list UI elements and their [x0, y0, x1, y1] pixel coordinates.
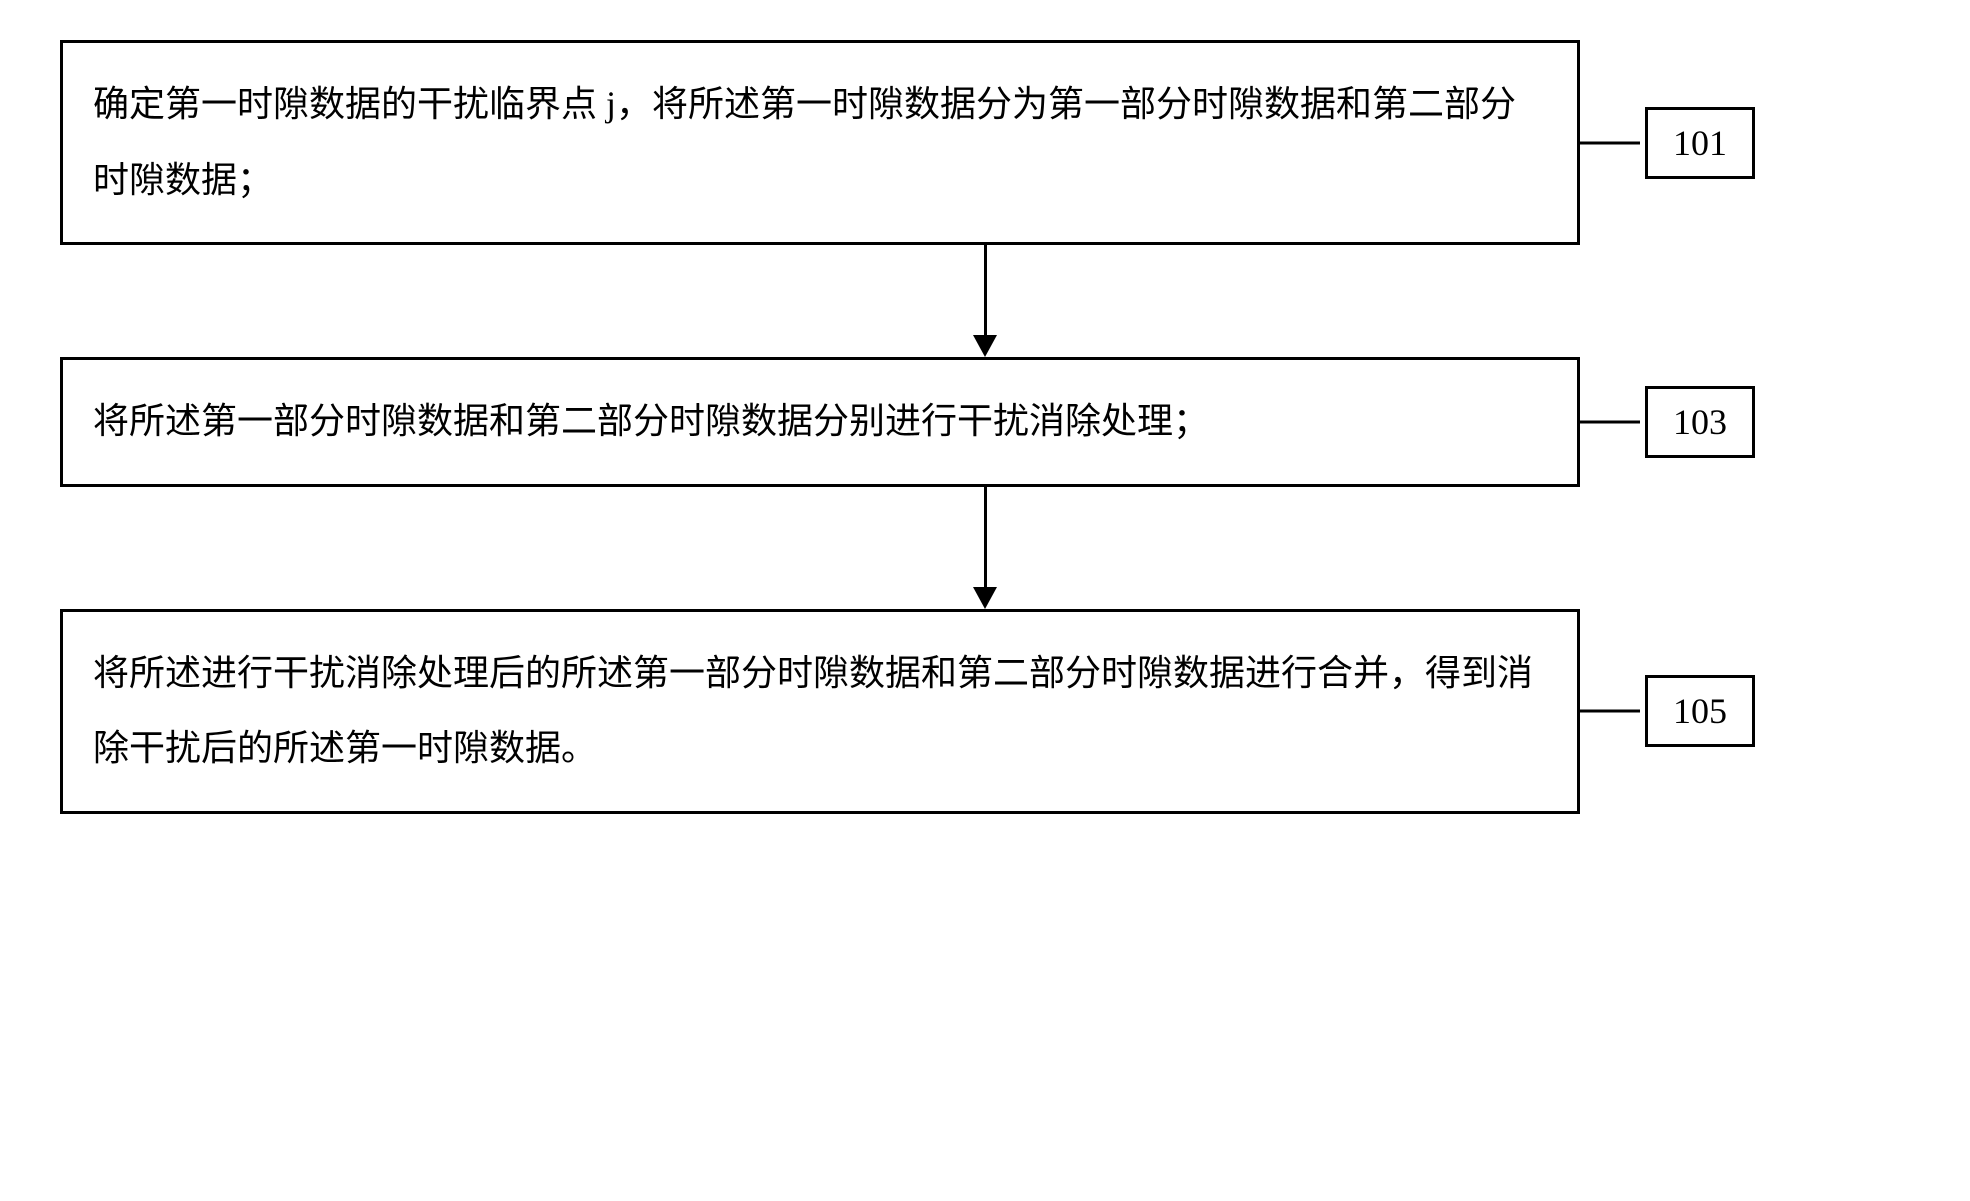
flow-step-text: 将所述进行干扰消除处理后的所述第一部分时隙数据和第二部分时隙数据进行合并，得到消… [93, 653, 1533, 769]
step-label: 101 [1673, 123, 1727, 163]
flow-step-row: 将所述进行干扰消除处理后的所述第一部分时隙数据和第二部分时隙数据进行合并，得到消… [60, 609, 1910, 814]
label-connector: 105 [1580, 675, 1760, 747]
step-label-box: 101 [1645, 107, 1755, 179]
arrow-head-icon [973, 335, 997, 357]
label-connector: 103 [1580, 386, 1760, 458]
arrow-shaft [984, 487, 987, 587]
flow-step-text: 确定第一时隙数据的干扰临界点 j，将所述第一时隙数据分为第一部分时隙数据和第二部… [93, 84, 1516, 200]
flow-step-box: 确定第一时隙数据的干扰临界点 j，将所述第一时隙数据分为第一部分时隙数据和第二部… [60, 40, 1580, 245]
connector-line [1580, 141, 1640, 144]
arrow-shaft [984, 245, 987, 335]
flow-step-box: 将所述第一部分时隙数据和第二部分时隙数据分别进行干扰消除处理； [60, 357, 1580, 487]
flowchart-container: 确定第一时隙数据的干扰临界点 j，将所述第一时隙数据分为第一部分时隙数据和第二部… [60, 40, 1910, 814]
label-connector: 101 [1580, 107, 1760, 179]
connector-line [1580, 710, 1640, 713]
flow-step-row: 将所述第一部分时隙数据和第二部分时隙数据分别进行干扰消除处理； 103 [60, 357, 1910, 487]
arrow-head-icon [973, 587, 997, 609]
step-label-box: 103 [1645, 386, 1755, 458]
flow-step-text: 将所述第一部分时隙数据和第二部分时隙数据分别进行干扰消除处理； [93, 401, 1209, 441]
connector-line [1580, 420, 1640, 423]
flow-step-row: 确定第一时隙数据的干扰临界点 j，将所述第一时隙数据分为第一部分时隙数据和第二部… [60, 40, 1910, 245]
flow-step-box: 将所述进行干扰消除处理后的所述第一部分时隙数据和第二部分时隙数据进行合并，得到消… [60, 609, 1580, 814]
step-label-box: 105 [1645, 675, 1755, 747]
flow-arrow [225, 245, 1745, 357]
step-label: 103 [1673, 402, 1727, 442]
flow-arrow [225, 487, 1745, 609]
step-label: 105 [1673, 691, 1727, 731]
